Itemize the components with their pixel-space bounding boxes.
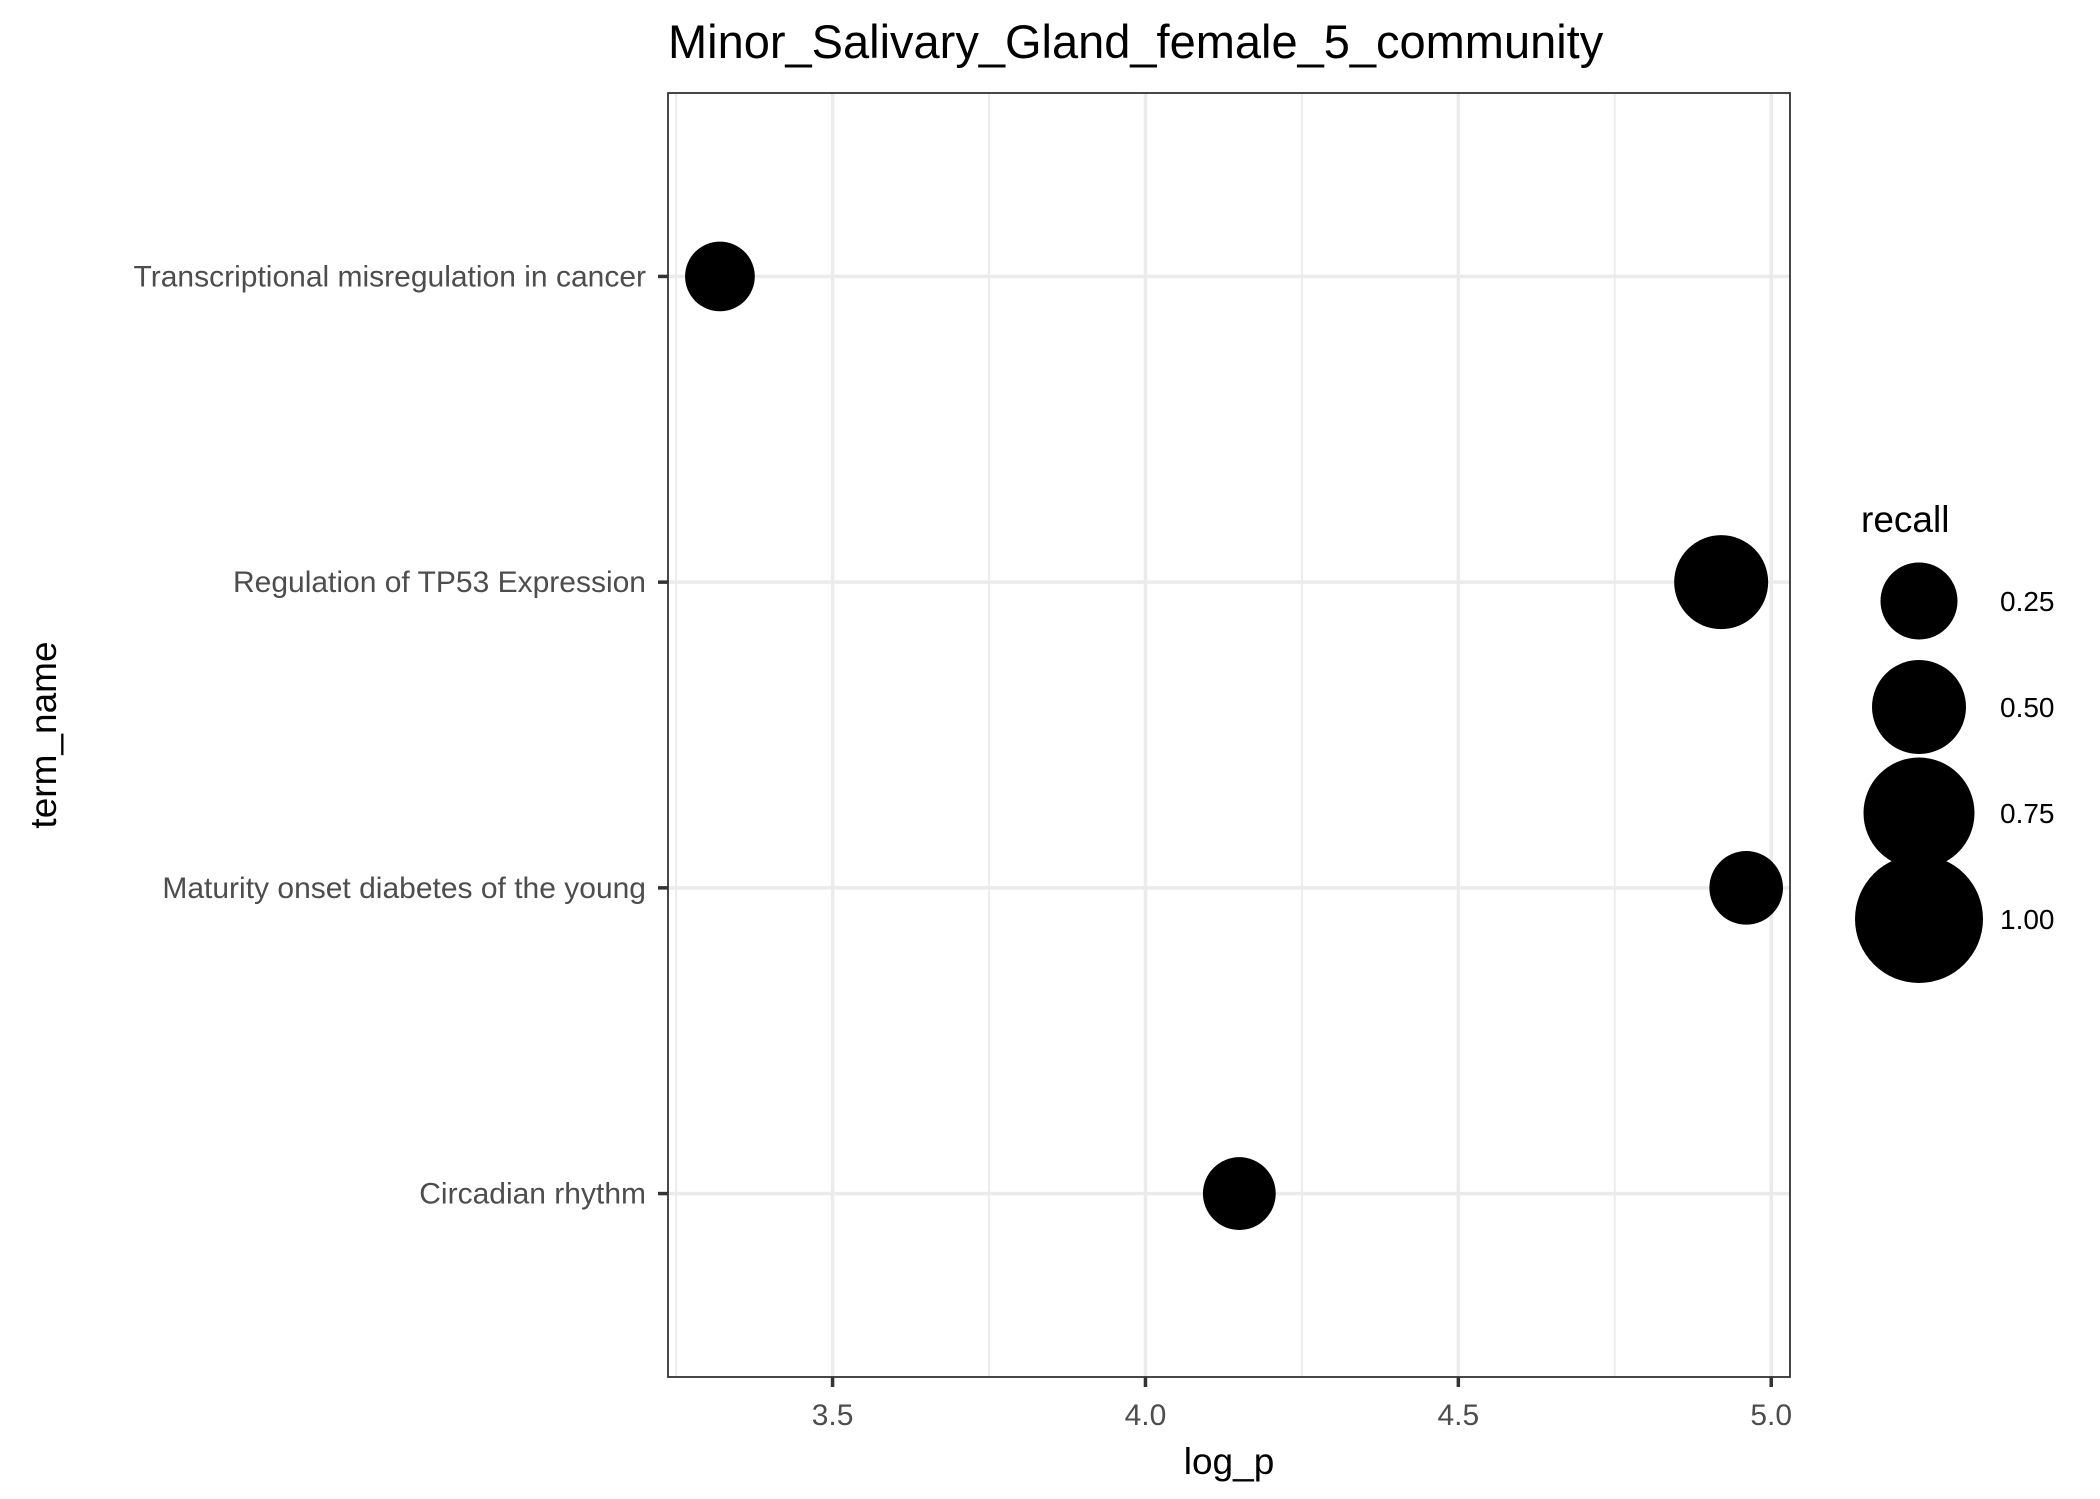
- y-tick-label: Maturity onset diabetes of the young: [162, 872, 646, 905]
- y-tick-label: Circadian rhythm: [419, 1178, 646, 1211]
- legend-label: 1.00: [2000, 904, 2055, 935]
- data-point: [1674, 535, 1769, 630]
- chart-title: Minor_Salivary_Gland_female_5_community: [668, 15, 1604, 68]
- minor-gridlines: [675, 93, 1616, 1377]
- data-point: [1202, 1157, 1276, 1230]
- y-tick-label: Regulation of TP53 Expression: [233, 566, 646, 599]
- legend-key: [1855, 855, 1983, 983]
- legend-label: 0.75: [2000, 798, 2055, 829]
- y-tick-label: Transcriptional misregulation in cancer: [134, 260, 646, 293]
- x-tick-label: 5.0: [1750, 1399, 1792, 1432]
- x-axis-title: log_p: [1184, 1441, 1275, 1482]
- data-point: [1709, 851, 1783, 925]
- x-tick-label: 4.5: [1437, 1399, 1479, 1432]
- x-tick-label: 4.0: [1125, 1399, 1167, 1432]
- legend-key: [1880, 562, 1958, 640]
- x-tick-label: 3.5: [812, 1399, 854, 1432]
- legend-label: 0.25: [2000, 586, 2055, 617]
- y-axis-title: term_name: [23, 641, 64, 828]
- panel-border: [667, 92, 1791, 1378]
- y-axis: Circadian rhythm Maturity onset diabetes …: [134, 260, 668, 1211]
- x-axis: 3.5 4.0 4.5 5.0: [812, 1377, 1792, 1432]
- plot-panel: [667, 92, 1791, 1378]
- legend-items: 0.25 0.50 0.75 1.00: [1855, 562, 2055, 983]
- legend-label: 0.50: [2000, 692, 2055, 723]
- legend-key: [1872, 660, 1966, 754]
- legend-key: [1863, 757, 1975, 869]
- size-legend: recall 0.25 0.50 0.75 1.00: [1855, 499, 2055, 983]
- data-points: [685, 241, 1783, 1230]
- legend-title: recall: [1861, 499, 1949, 540]
- data-point: [685, 241, 755, 312]
